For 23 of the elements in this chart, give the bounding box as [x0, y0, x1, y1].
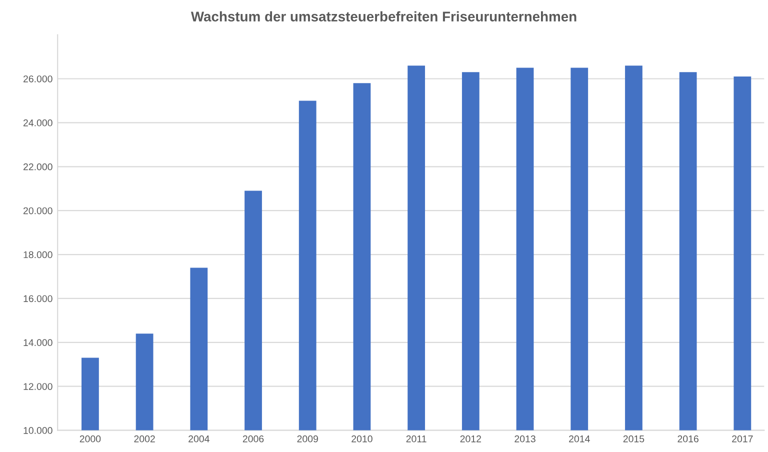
x-tick-label: 2009	[297, 435, 318, 442]
x-tick-label: 2017	[732, 435, 753, 442]
x-tick-label: 2004	[188, 435, 210, 442]
y-tick-label: 12.000	[24, 383, 52, 390]
x-tick-label: 2000	[80, 435, 101, 442]
chart-title: Wachstum der umsatzsteuerbefreiten Friseurunternehmen	[190, 11, 576, 22]
x-tick-label: 2002	[134, 435, 155, 442]
y-tick-label: 24.000	[23, 119, 52, 126]
y-tick-label: 16.000	[24, 295, 52, 302]
x-tick-label: 2011	[406, 435, 426, 442]
x-tick-label: 2013	[514, 435, 536, 442]
x-tick-label: 2010	[352, 435, 372, 442]
y-tick-label: 22.000	[23, 163, 52, 170]
y-tick-label: 10.000	[24, 427, 52, 434]
x-tick-label: 2006	[242, 435, 264, 442]
x-tick-label: 2014	[569, 435, 590, 442]
x-tick-label: 2015	[623, 435, 644, 442]
y-tick-label: 20.000	[23, 207, 52, 214]
x-tick-label: 2016	[678, 435, 698, 442]
x-tick-label: 2012	[460, 435, 481, 442]
y-tick-label: 26.000	[23, 75, 52, 82]
y-tick-label: 18.000	[24, 251, 52, 258]
y-tick-label: 14.000	[24, 339, 52, 346]
